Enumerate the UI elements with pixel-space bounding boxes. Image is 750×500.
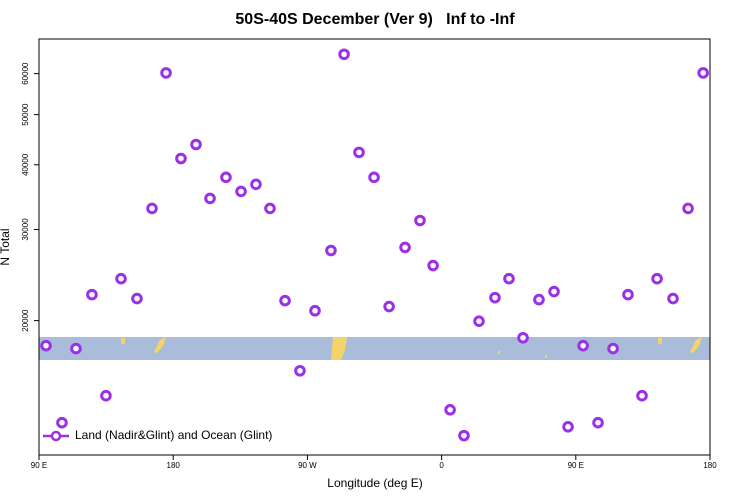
point — [220, 171, 232, 184]
point — [562, 421, 574, 433]
point — [697, 67, 709, 79]
point — [160, 67, 172, 79]
point — [444, 403, 456, 416]
point — [325, 244, 337, 257]
x-tick-label: 90 E — [31, 461, 47, 470]
x-axis-label: Longitude (deg E) — [327, 476, 422, 490]
plot-frame — [38, 38, 711, 456]
point — [250, 178, 262, 191]
point — [40, 339, 52, 352]
x-tick-label: 90 E — [568, 461, 584, 470]
point — [131, 292, 143, 305]
land-patches — [121, 337, 702, 360]
point — [309, 304, 321, 317]
point — [383, 300, 395, 313]
y-axis-label: N Total — [0, 228, 12, 265]
point — [651, 272, 663, 285]
x-tick-label: 180 — [167, 461, 181, 470]
point — [533, 293, 545, 306]
point — [607, 342, 619, 355]
point — [622, 288, 634, 301]
point — [667, 292, 679, 305]
point — [294, 364, 306, 377]
chart-title: 50S-40S December (Ver 9) Inf to -Inf — [235, 11, 515, 28]
point — [548, 285, 560, 298]
point — [517, 331, 529, 344]
point — [353, 146, 365, 159]
point — [175, 152, 187, 165]
point — [399, 241, 411, 254]
point — [427, 259, 439, 272]
point — [577, 339, 589, 352]
x-tick-label: 0 — [439, 461, 444, 470]
y-tick-label: 50000 — [21, 103, 30, 126]
x-tick-label: 180 — [703, 461, 717, 470]
ocean-band — [39, 337, 710, 360]
point — [592, 416, 604, 429]
point — [503, 272, 515, 285]
x-tick-label: 90 W — [298, 461, 317, 470]
y-tick-label: 40000 — [21, 153, 30, 176]
point — [489, 291, 501, 304]
y-tick-label: 30000 — [21, 218, 30, 241]
point — [414, 214, 426, 227]
point — [146, 202, 158, 215]
point — [368, 171, 380, 184]
point — [70, 342, 82, 355]
y-tick-label: 20000 — [21, 309, 30, 332]
legend-label: Land (Nadir&Glint) and Ocean (Glint) — [75, 428, 272, 442]
point — [235, 185, 247, 198]
point — [682, 202, 694, 215]
point — [100, 389, 112, 402]
point — [636, 389, 648, 402]
point — [264, 202, 276, 215]
y-tick-label: 60000 — [21, 62, 30, 85]
point — [338, 48, 350, 61]
point — [56, 416, 68, 429]
point — [204, 192, 216, 205]
legend-marker — [50, 430, 62, 442]
point — [279, 294, 291, 307]
point — [458, 429, 470, 442]
point — [190, 138, 202, 151]
point — [473, 315, 485, 327]
point — [86, 288, 98, 301]
point — [115, 272, 127, 285]
